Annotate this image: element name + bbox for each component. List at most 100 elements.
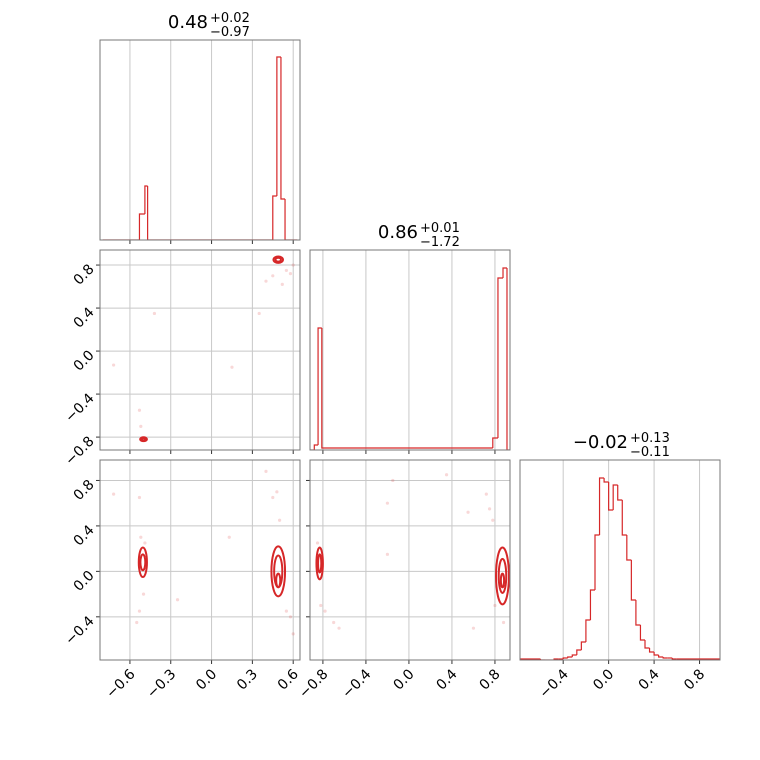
- sample-point: [385, 501, 390, 505]
- panel-title-lower: −0.97: [210, 25, 250, 40]
- sample-point: [271, 495, 275, 500]
- histogram-step: [492, 437, 498, 448]
- panel-frame: [99, 39, 301, 241]
- sample-point: [288, 272, 293, 276]
- contour: [274, 256, 282, 263]
- panel-title: 0.86: [378, 222, 418, 243]
- sample-point: [466, 510, 470, 514]
- panel-title-lower: −0.11: [630, 445, 670, 460]
- histogram-step: [635, 600, 641, 626]
- contour: [275, 572, 282, 589]
- histogram-step: [147, 186, 273, 240]
- sample-point: [139, 424, 143, 428]
- x-tick-label: −0.4: [339, 666, 374, 701]
- histogram-step: [608, 482, 614, 511]
- histogram-step: [571, 654, 577, 657]
- sample-point: [143, 541, 147, 545]
- x-tick-label: 0.4: [636, 666, 663, 693]
- sample-point: [139, 535, 143, 539]
- sample-point: [501, 620, 506, 625]
- y-tick-label: 0.0: [71, 568, 98, 595]
- histogram-step: [603, 478, 609, 483]
- histogram-step: [520, 658, 541, 660]
- sample-point: [284, 268, 288, 273]
- y-tick-label: 0.4: [71, 304, 98, 331]
- y-tick-label: −0.4: [62, 390, 97, 425]
- panel-title: 0.48: [168, 12, 208, 33]
- histogram-step: [585, 619, 591, 642]
- contour: [137, 546, 148, 579]
- histogram-step: [562, 657, 568, 659]
- panel: −0.8−0.4 0.0 0.4 0.8: [296, 459, 511, 702]
- panel: −0.6 −0.3 0.0 0.3 0.6−0.40.00.40.8: [62, 459, 302, 702]
- histogram-step: [497, 277, 504, 438]
- panel-frame: [309, 459, 511, 661]
- sample-point: [284, 609, 288, 613]
- sample-point: [141, 592, 146, 596]
- y-tick-label: −0.8: [62, 433, 97, 468]
- histogram-step: [317, 327, 322, 445]
- histogram-step: [276, 56, 281, 196]
- sample-point: [487, 507, 492, 511]
- x-tick-label: −0.6: [103, 666, 138, 701]
- sample-point: [112, 492, 116, 496]
- sample-point: [112, 363, 116, 367]
- histogram-step: [284, 199, 298, 240]
- sample-point: [315, 541, 320, 545]
- sample-point: [319, 603, 323, 608]
- sample-point: [291, 632, 295, 636]
- panel-title-upper: +0.01: [420, 221, 460, 236]
- sample-point: [230, 365, 234, 369]
- histogram-step: [567, 656, 573, 658]
- sample-point: [493, 603, 497, 608]
- panel: −0.4 0.0 0.4 0.8 −0.02 +0.13−0.11: [519, 431, 721, 702]
- y-tick-label: 0.4: [71, 522, 98, 549]
- panel-frame: [519, 459, 721, 661]
- sample-point: [152, 311, 157, 316]
- histogram-step: [576, 649, 582, 655]
- contour: [139, 553, 147, 572]
- histogram-step: [321, 328, 493, 449]
- sample-point: [471, 626, 476, 630]
- histogram-step: [580, 641, 586, 650]
- x-tick-label: −0.3: [144, 666, 179, 701]
- panel-frame: [99, 249, 301, 451]
- sample-point: [332, 620, 336, 625]
- sample-point: [264, 279, 268, 283]
- sample-point: [175, 598, 180, 602]
- histogram-step: [671, 658, 677, 660]
- x-tick-label: 0.3: [234, 666, 261, 693]
- panel-title-upper: +0.13: [630, 431, 670, 446]
- x-tick-label: 0.0: [590, 666, 617, 693]
- contour: [315, 546, 324, 581]
- histogram-step: [589, 589, 595, 620]
- sample-point: [484, 492, 488, 496]
- histogram-step: [502, 267, 507, 278]
- y-tick-label: 0.8: [71, 477, 98, 504]
- histogram-step: [506, 268, 510, 450]
- y-tick-label: 0.0: [71, 347, 98, 374]
- contour: [270, 545, 287, 598]
- panel: 0.48 +0.02−0.97: [99, 11, 301, 244]
- panel-title-upper: +0.02: [210, 11, 250, 26]
- histogram-step: [626, 535, 632, 561]
- panel-title-lower: −1.72: [420, 235, 460, 250]
- x-tick-label: 0.8: [477, 666, 504, 693]
- sample-point: [257, 311, 261, 316]
- histogram-step: [598, 477, 605, 535]
- histogram-step: [621, 500, 627, 536]
- sample-point: [137, 609, 142, 613]
- histogram-step: [313, 444, 319, 450]
- contour: [497, 557, 508, 594]
- histogram-step: [648, 648, 655, 653]
- histogram-step: [539, 659, 545, 660]
- sample-point: [323, 609, 327, 613]
- sample-point: [271, 274, 275, 278]
- histogram-step: [630, 560, 636, 601]
- panel: 0.86 +0.01−1.72: [309, 221, 511, 454]
- x-tick-label: 0.4: [434, 666, 461, 693]
- panel-frame: [309, 249, 511, 451]
- contour: [317, 553, 323, 574]
- x-tick-label: 0.0: [391, 666, 418, 693]
